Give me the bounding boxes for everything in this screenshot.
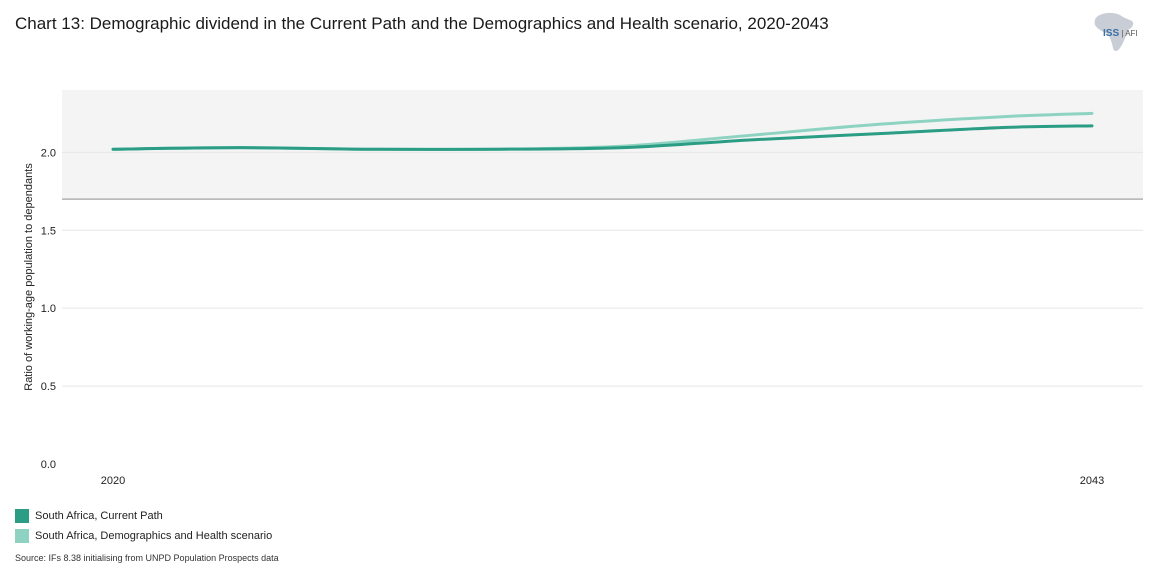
line-chart: 0.0 0.5 1.0 1.5 2.0 2020 2043 Ratio of workin… <box>23 90 1143 487</box>
legend-label: South Africa, Current Path <box>35 510 163 522</box>
y-tick-label: 1.0 <box>41 303 56 315</box>
shaded-band <box>62 90 1143 200</box>
legend: South Africa, Current Path South Africa,… <box>15 506 272 546</box>
gridlines <box>62 151 1143 387</box>
logo-wordmark: ISS | AFI <box>1103 28 1138 39</box>
africa-map-icon <box>1094 12 1134 51</box>
y-axis-ticks: 0.0 0.5 1.0 1.5 2.0 <box>41 147 56 471</box>
legend-swatch <box>15 529 29 543</box>
source-note: Source: IFs 8.38 initialising from UNPD … <box>15 553 279 563</box>
y-tick-label: 0.5 <box>41 381 56 393</box>
series-lines <box>111 111 1094 152</box>
chart-title: Chart 13: Demographic dividend in the Cu… <box>15 14 829 33</box>
legend-label: South Africa, Demographics and Health sc… <box>35 530 273 542</box>
x-axis-ticks: 2020 2043 <box>101 475 1104 487</box>
series-line-current-path <box>111 124 1094 151</box>
legend-item-current-path[interactable]: South Africa, Current Path <box>15 506 272 526</box>
y-tick-label: 1.5 <box>41 225 56 237</box>
logo-main: ISS <box>1103 28 1120 39</box>
x-tick-label: 2020 <box>101 475 125 487</box>
legend-item-scenario[interactable]: South Africa, Demographics and Health sc… <box>15 526 272 546</box>
y-tick-label: 0.0 <box>41 459 56 471</box>
y-tick-label: 2.0 <box>41 147 56 159</box>
x-tick-label: 2043 <box>1080 475 1104 487</box>
legend-swatch <box>15 509 29 523</box>
y-axis-label: Ratio of working-age population to depen… <box>23 163 35 391</box>
logo-sub: AFI <box>1125 29 1138 38</box>
